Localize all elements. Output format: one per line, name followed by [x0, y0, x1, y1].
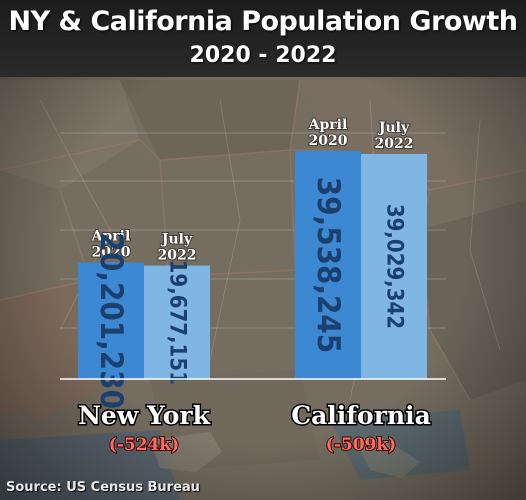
source-credit: Source: US Census Bureau: [6, 480, 200, 495]
bar-new-york-april-2020: [78, 262, 144, 379]
bar-value-label: 20,201,230: [93, 233, 129, 409]
bar-new-york-july-2022: [144, 265, 210, 379]
page-title: NY & California Population Growth: [8, 6, 518, 37]
category-change-label: (-524k): [109, 435, 179, 455]
category-label: New York: [78, 401, 211, 430]
bar-value-label: 19,677,151: [165, 260, 190, 385]
category-change-label: (-509k): [326, 435, 396, 455]
bar-series-label: 2022: [375, 136, 414, 152]
bar-series-label: April: [91, 229, 131, 245]
bar-series-label: April: [308, 117, 348, 133]
page-subtitle: 2020 - 2022: [189, 43, 337, 68]
bar-california-july-2022: [361, 153, 427, 379]
bar-series-label: 2020: [309, 133, 348, 149]
category-label: California: [291, 401, 431, 430]
header-banner: NY & California Population Growth 2020 -…: [0, 0, 526, 77]
bar-value-label: 39,538,245: [310, 177, 346, 353]
bar-series-label: July: [377, 120, 410, 136]
bar-series-label: 2020: [92, 245, 131, 261]
bar-series-label: 2022: [158, 248, 197, 264]
bar-california-april-2020: [295, 151, 361, 379]
bar-value-label: 39,029,342: [382, 204, 407, 329]
bar-series-label: July: [160, 232, 193, 248]
